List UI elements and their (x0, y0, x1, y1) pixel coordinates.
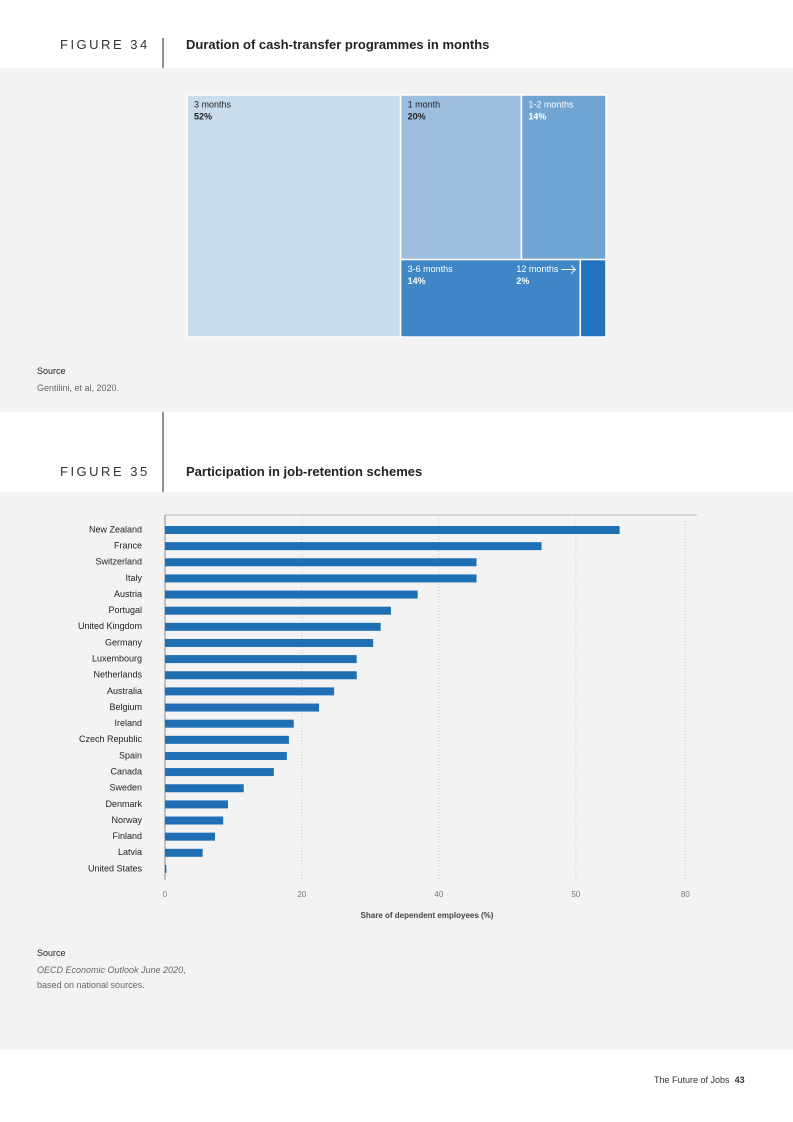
tile (520, 94, 607, 261)
x-tick-label: 20 (297, 890, 306, 899)
source-heading: Source (37, 948, 66, 958)
bar (165, 574, 477, 583)
y-tick-label: Luxembourg (92, 653, 142, 663)
bar (165, 848, 203, 857)
tile-value: 52% (194, 111, 212, 121)
bar (165, 703, 320, 712)
band (0, 492, 793, 1050)
bar (165, 864, 167, 873)
y-tick-label: Austria (114, 589, 142, 599)
x-tick-label: 80 (681, 890, 690, 899)
footer-text: The Future of Jobs 43 (654, 1075, 745, 1085)
y-tick-label: Ireland (114, 718, 142, 728)
bar (165, 751, 287, 760)
figure-label: FIGURE 34 (60, 37, 150, 52)
y-tick-label: United States (88, 863, 143, 873)
bar (165, 832, 215, 841)
tile (186, 94, 402, 338)
y-tick-label: United Kingdom (78, 621, 142, 631)
page-number: 43 (734, 1075, 745, 1085)
bar (165, 719, 294, 728)
tile-label: 1-2 months (528, 99, 574, 109)
y-tick-label: France (114, 541, 142, 551)
source-text: OECD Economic Outlook June 2020, based o… (37, 963, 207, 993)
bar (165, 687, 335, 696)
bar (165, 768, 274, 777)
tile-value: 14% (408, 276, 426, 286)
y-tick-label: Denmark (105, 799, 142, 809)
x-axis-label: Share of dependent employees (%) (361, 911, 494, 920)
tile-value: 14% (528, 111, 546, 121)
footer-title: The Future of Jobs (654, 1075, 730, 1085)
tile-label: 12 months (516, 264, 559, 274)
source-heading: Source (37, 366, 66, 376)
tile-label: 3-6 months (408, 264, 454, 274)
y-tick-label: Belgium (109, 702, 142, 712)
bar (165, 800, 228, 809)
bar (165, 671, 357, 680)
y-tick-label: Australia (107, 686, 142, 696)
tile-label: 3 months (194, 99, 232, 109)
y-tick-label: Italy (125, 573, 142, 583)
bar (165, 558, 477, 567)
y-tick-label: Finland (112, 831, 142, 841)
bar (165, 590, 418, 599)
x-tick-label: 0 (163, 890, 168, 899)
tile-value: 20% (408, 111, 426, 121)
y-tick-label: Portugal (108, 605, 142, 615)
source-italic: OECD Economic Outlook June 2020 (37, 965, 184, 975)
y-tick-label: Netherlands (93, 670, 142, 680)
bar (165, 784, 244, 793)
bar (165, 638, 374, 647)
arrow (561, 265, 577, 274)
bar (165, 622, 381, 631)
bar (165, 735, 289, 744)
y-tick-label: Switzerland (95, 557, 142, 567)
y-tick-label: New Zealand (89, 524, 142, 534)
y-tick-label: Canada (110, 766, 142, 776)
x-tick-label: 40 (434, 890, 443, 899)
x-tick-label: 50 (571, 890, 580, 899)
figure-title: Duration of cash-transfer programmes in … (186, 37, 490, 52)
bar (165, 606, 391, 615)
tile (399, 94, 523, 261)
y-tick-label: Sweden (109, 783, 142, 793)
bar (165, 542, 542, 551)
tile-value: 2% (516, 276, 529, 286)
y-tick-label: Germany (105, 637, 143, 647)
y-tick-label: Spain (119, 750, 142, 760)
bar (165, 816, 224, 825)
tile (579, 258, 607, 338)
bar (165, 655, 357, 664)
source-text: Gentilini, et al, 2020. (37, 383, 120, 393)
source-rest: , based on national sources. (37, 965, 186, 990)
bar (165, 526, 620, 534)
figure-label: FIGURE 35 (60, 464, 150, 479)
y-tick-label: Norway (111, 815, 142, 825)
tile-label: 1 month (408, 99, 441, 109)
y-tick-label: Latvia (118, 847, 142, 857)
y-tick-label: Czech Republic (79, 734, 143, 744)
figure-title: Participation in job-retention schemes (186, 464, 423, 479)
